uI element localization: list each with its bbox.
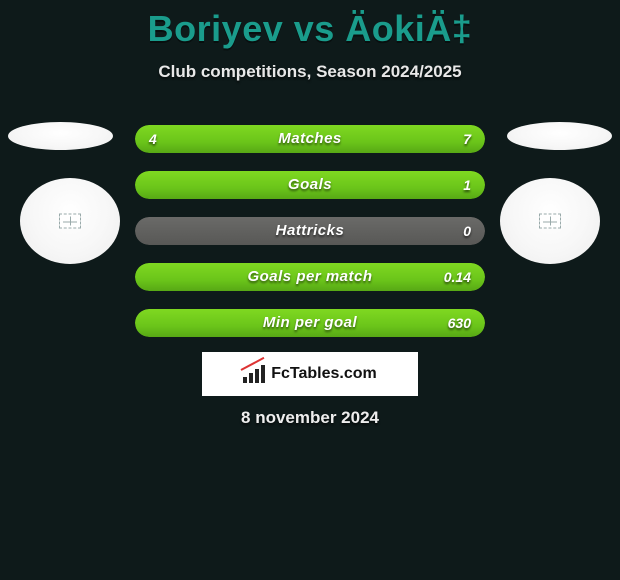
stat-value-right: 630 xyxy=(448,309,471,337)
player-right-club-badge xyxy=(500,178,600,264)
comparison-bars: Matches4 7 Goals1 Hattricks0 Goals per match… xyxy=(135,125,485,355)
source-logo-text: FcTables.com xyxy=(271,365,377,383)
stat-row: Min per goal630 xyxy=(135,309,485,337)
stat-value-left: 4 xyxy=(149,125,157,153)
page-subtitle: Club competitions, Season 2024/2025 xyxy=(0,62,620,82)
bar-chart-icon xyxy=(243,365,265,383)
stat-row: Goals1 xyxy=(135,171,485,199)
stat-label: Goals xyxy=(135,171,485,199)
stat-value-right: 1 xyxy=(463,171,471,199)
footer-date: 8 november 2024 xyxy=(0,408,620,428)
stat-value-right: 0.14 xyxy=(444,263,471,291)
stat-value-right: 0 xyxy=(463,217,471,245)
stat-row: Goals per match0.14 xyxy=(135,263,485,291)
stat-value-right: 7 xyxy=(463,125,471,153)
stat-label: Hattricks xyxy=(135,217,485,245)
page-title: Boriyev vs ÄokiÄ‡ xyxy=(0,0,620,50)
player-left-club-badge xyxy=(20,178,120,264)
stat-row: Matches4 7 xyxy=(135,125,485,153)
player-right-nation-badge xyxy=(507,122,612,150)
stat-row: Hattricks0 xyxy=(135,217,485,245)
stat-label: Matches xyxy=(135,125,485,153)
player-left-nation-badge xyxy=(8,122,113,150)
stat-label: Min per goal xyxy=(135,309,485,337)
flag-placeholder-icon xyxy=(539,214,561,229)
stat-label: Goals per match xyxy=(135,263,485,291)
source-logo: FcTables.com xyxy=(202,352,418,396)
flag-placeholder-icon xyxy=(59,214,81,229)
